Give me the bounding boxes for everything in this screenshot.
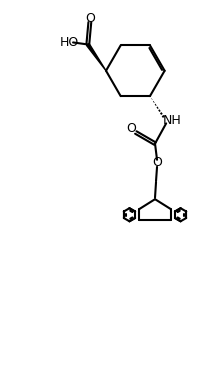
Text: O: O bbox=[152, 156, 162, 169]
Text: HO: HO bbox=[60, 36, 79, 49]
Text: NH: NH bbox=[163, 114, 182, 127]
Text: O: O bbox=[126, 122, 136, 135]
Polygon shape bbox=[87, 43, 106, 71]
Text: O: O bbox=[85, 12, 95, 25]
